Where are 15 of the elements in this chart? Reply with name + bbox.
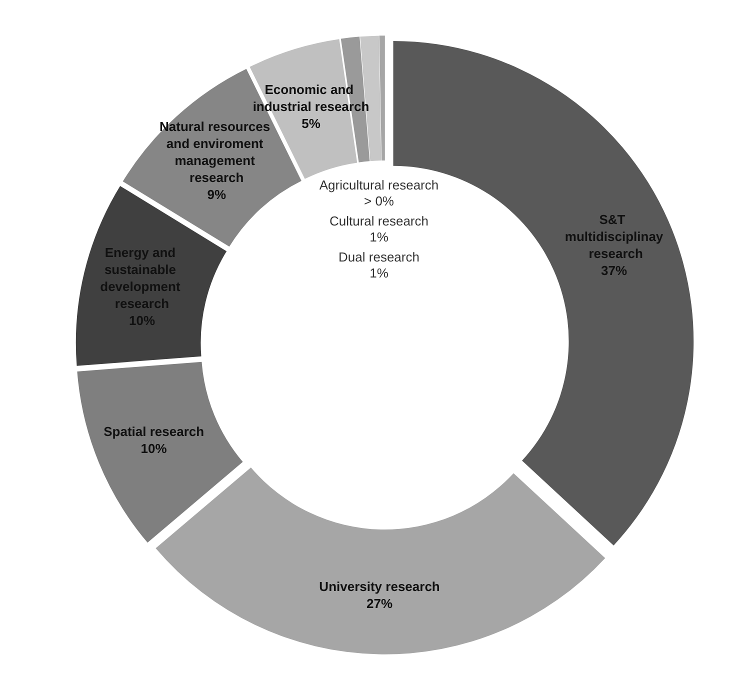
slice-label: Cultural research xyxy=(330,214,428,228)
slice-label: University research xyxy=(319,578,440,594)
slice-label: Spatial research xyxy=(104,424,204,440)
data-label: 1% xyxy=(370,266,389,280)
slice-label: S&T multidisciplinay research xyxy=(564,212,664,261)
data-label: 10% xyxy=(140,441,168,456)
slice-label: Economic and industrial research xyxy=(252,82,370,114)
data-label: 1% xyxy=(370,230,389,244)
slice-label: Agricultural research xyxy=(319,178,439,192)
data-label: 27% xyxy=(366,596,393,611)
slice-label: Dual research xyxy=(338,250,420,264)
data-label: > 0% xyxy=(364,194,394,208)
data-label: 9% xyxy=(207,186,226,202)
data-label: 5% xyxy=(302,116,321,131)
data-label: 37% xyxy=(601,262,628,278)
